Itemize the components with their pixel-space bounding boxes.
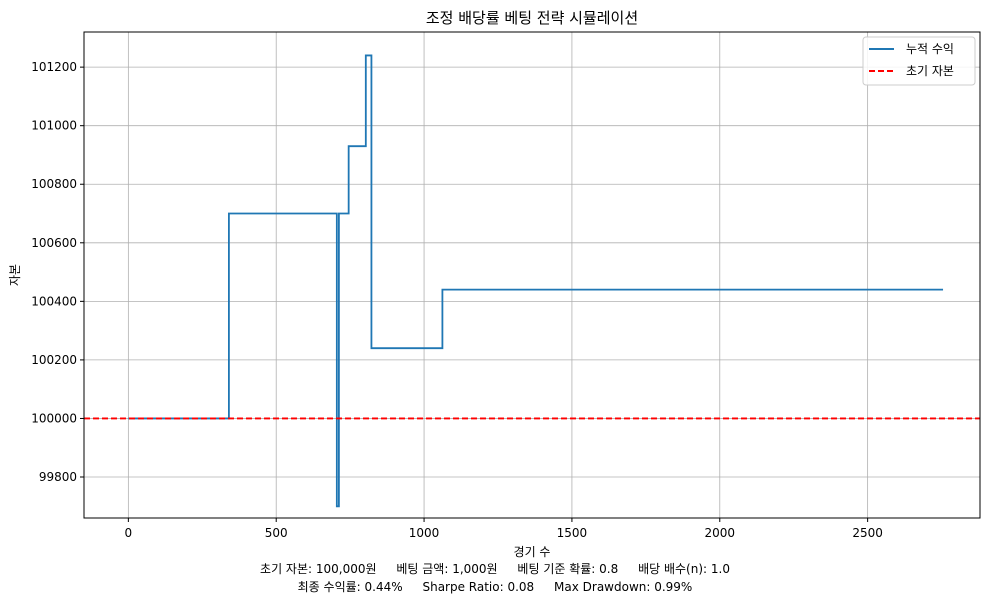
- legend-label-cumulative: 누적 수익: [906, 42, 954, 56]
- caption-line-1: 초기 자본: 100,000원 베팅 금액: 1,000원 베팅 기준 확률: …: [0, 560, 990, 577]
- caption-max-drawdown: Max Drawdown: 0.99%: [554, 580, 693, 594]
- legend-label-initial: 초기 자본: [906, 64, 954, 78]
- y-axis-label: 자본: [8, 264, 22, 286]
- x-tick-label: 2500: [852, 526, 883, 540]
- x-tick-label: 1500: [557, 526, 588, 540]
- caption-initial-capital: 초기 자본: 100,000원: [260, 562, 377, 576]
- x-tick-label: 500: [265, 526, 288, 540]
- caption-bet-threshold: 베팅 기준 확률: 0.8: [517, 562, 619, 576]
- x-tick-label: 1000: [409, 526, 440, 540]
- caption-odds-multiplier: 배당 배수(n): 1.0: [638, 562, 730, 576]
- chart-title: 조정 배당률 베팅 전략 시뮬레이션: [426, 9, 638, 27]
- y-tick-label: 100600: [31, 236, 77, 250]
- y-tick-label: 100800: [31, 177, 77, 191]
- caption-line-2: 최종 수익률: 0.44% Sharpe Ratio: 0.08 Max Dra…: [0, 578, 990, 595]
- y-tick-label: 101200: [31, 60, 77, 74]
- y-tick-label: 101000: [31, 119, 77, 133]
- grid-lines: [84, 32, 980, 518]
- x-tick-label: 2000: [705, 526, 736, 540]
- y-tick-label: 100000: [31, 411, 77, 425]
- y-axis-ticks: 99800 100000 100200 100400 100600 100800 10100…: [31, 60, 84, 484]
- y-tick-label: 99800: [39, 470, 77, 484]
- x-tick-label: 0: [125, 526, 133, 540]
- plot-frame: [83, 31, 981, 519]
- y-tick-label: 100200: [31, 353, 77, 367]
- caption-sharpe-ratio: Sharpe Ratio: 0.08: [422, 580, 535, 594]
- y-tick-label: 100400: [31, 294, 77, 308]
- series-layer: [84, 54, 980, 508]
- legend: 누적 수익 초기 자본: [862, 36, 976, 86]
- caption-final-return: 최종 수익률: 0.44%: [297, 580, 403, 594]
- cumulative-return-line: [128, 54, 944, 508]
- x-axis-label: 경기 수: [514, 545, 551, 559]
- x-axis-ticks: 0 500 1000 1500 2000 2500: [125, 518, 883, 540]
- caption-bet-amount: 베팅 금액: 1,000원: [396, 562, 498, 576]
